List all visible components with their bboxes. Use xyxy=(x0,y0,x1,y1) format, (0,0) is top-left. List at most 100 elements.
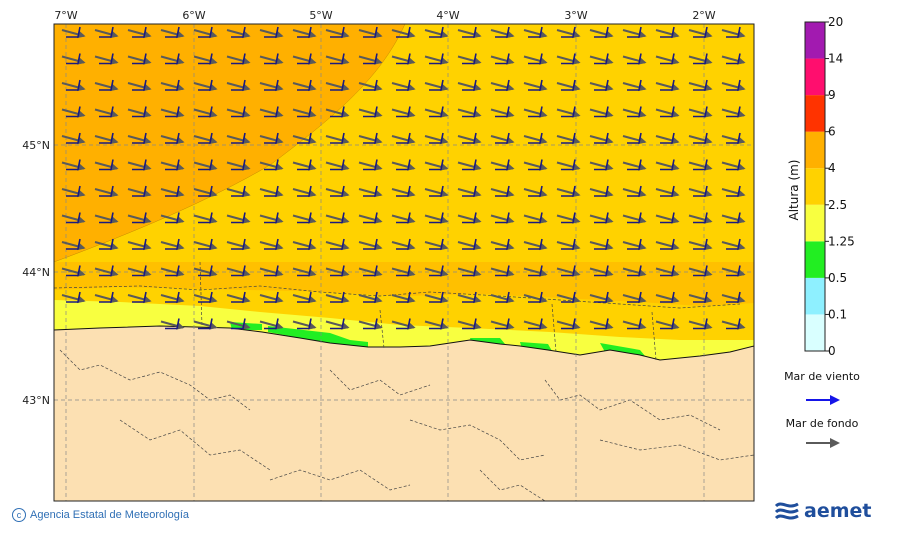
swell-arrow xyxy=(589,188,614,198)
wind-barb xyxy=(627,265,642,277)
swell-arrow xyxy=(721,161,746,171)
wind-barb xyxy=(330,26,345,38)
wind-barb xyxy=(429,53,444,65)
swell-arrow xyxy=(523,214,548,224)
swell-arrow xyxy=(490,55,515,65)
wind-barb xyxy=(297,318,312,330)
wind-barb xyxy=(660,132,675,144)
wind-barb xyxy=(363,26,378,38)
wind-barb xyxy=(66,185,81,197)
wind-barb xyxy=(132,185,147,197)
map-border xyxy=(53,23,755,502)
swell-arrow xyxy=(226,267,251,277)
wind-barb xyxy=(264,26,279,38)
swell-arrow xyxy=(688,29,713,39)
wind-barb xyxy=(495,26,510,38)
colorbar-level-label: 6 xyxy=(828,125,836,139)
swell-arrow xyxy=(523,161,548,171)
wind-sea-arrow-head-icon xyxy=(830,395,840,405)
swell-arrow-head-icon xyxy=(830,438,840,448)
swell-arrow xyxy=(193,29,218,39)
colorbar-level-label: 0.1 xyxy=(828,307,847,321)
wind-barb xyxy=(726,159,741,171)
swell-arrow xyxy=(490,214,515,224)
wind-barb xyxy=(198,132,213,144)
swell-arrow xyxy=(358,55,383,65)
wind-barb xyxy=(594,159,609,171)
wind-barb xyxy=(627,318,642,330)
wind-barb xyxy=(594,79,609,91)
swell-arrow xyxy=(61,108,86,118)
wind-barb xyxy=(594,132,609,144)
swell-arrow xyxy=(721,214,746,224)
swell-arrow xyxy=(523,29,548,39)
colorbar-level-label: 20 xyxy=(828,15,843,29)
swell-arrow xyxy=(457,214,482,224)
swell-arrow xyxy=(457,320,482,330)
wind-barb xyxy=(66,238,81,250)
wind-barb xyxy=(495,185,510,197)
swell-arrow xyxy=(688,108,713,118)
wind-barb xyxy=(429,132,444,144)
wind-barb xyxy=(264,132,279,144)
wind-barb xyxy=(132,53,147,65)
wind-barb xyxy=(693,159,708,171)
swell-arrow xyxy=(391,55,416,65)
wind-barb xyxy=(528,238,543,250)
wind-barb xyxy=(627,106,642,118)
wind-barb xyxy=(363,132,378,144)
swell-arrow xyxy=(325,320,350,330)
wind-barb xyxy=(396,159,411,171)
swell-arrow xyxy=(226,241,251,251)
wind-barb xyxy=(99,53,114,65)
swell-arrow xyxy=(226,135,251,145)
lon-label-5w: 5°W xyxy=(309,9,332,22)
wind-barb xyxy=(363,265,378,277)
swell-arrow xyxy=(226,82,251,92)
wind-barb xyxy=(264,291,279,303)
swell-arrow xyxy=(358,294,383,304)
swell-arrow xyxy=(589,320,614,330)
swell-arrow xyxy=(193,214,218,224)
wind-barb xyxy=(429,106,444,118)
swell-arrow xyxy=(721,135,746,145)
swell-arrow xyxy=(358,161,383,171)
swell-arrow xyxy=(358,214,383,224)
swell-arrow xyxy=(226,320,251,330)
swell-arrow xyxy=(127,214,152,224)
wind-barb xyxy=(660,185,675,197)
wind-barb xyxy=(528,318,543,330)
swell-arrow xyxy=(391,214,416,224)
lon-label-4w: 4°W xyxy=(436,9,459,22)
wind-barb xyxy=(726,212,741,224)
wind-barb xyxy=(231,26,246,38)
swell-arrow xyxy=(655,294,680,304)
colorbar-level-label: 2.5 xyxy=(828,198,847,212)
swell-arrow xyxy=(160,108,185,118)
arrow-legend: Mar de viento Mar de fondo xyxy=(784,370,860,448)
swell-arrow xyxy=(325,108,350,118)
swell-arrow xyxy=(127,82,152,92)
wind-barb xyxy=(66,53,81,65)
swell-arrow xyxy=(457,267,482,277)
swell-arrow xyxy=(292,135,317,145)
wind-barb xyxy=(264,53,279,65)
aemet-wave-icon xyxy=(774,502,799,520)
colorbar-band xyxy=(805,95,825,132)
wind-barb xyxy=(660,79,675,91)
swell-arrow xyxy=(688,320,713,330)
swell-arrow xyxy=(523,320,548,330)
wind-barb xyxy=(528,53,543,65)
swell-arrow xyxy=(127,267,152,277)
swell-arrow xyxy=(259,241,284,251)
swell-arrow xyxy=(391,267,416,277)
wind-barb xyxy=(330,265,345,277)
credit-text: Agencia Estatal de Meteorología xyxy=(30,509,189,521)
wind-barb xyxy=(726,238,741,250)
wind-barb xyxy=(561,238,576,250)
wind-barb xyxy=(528,159,543,171)
wind-barb xyxy=(693,238,708,250)
swell-arrow xyxy=(193,320,218,330)
swell-arrow xyxy=(622,161,647,171)
swell-arrow xyxy=(358,320,383,330)
